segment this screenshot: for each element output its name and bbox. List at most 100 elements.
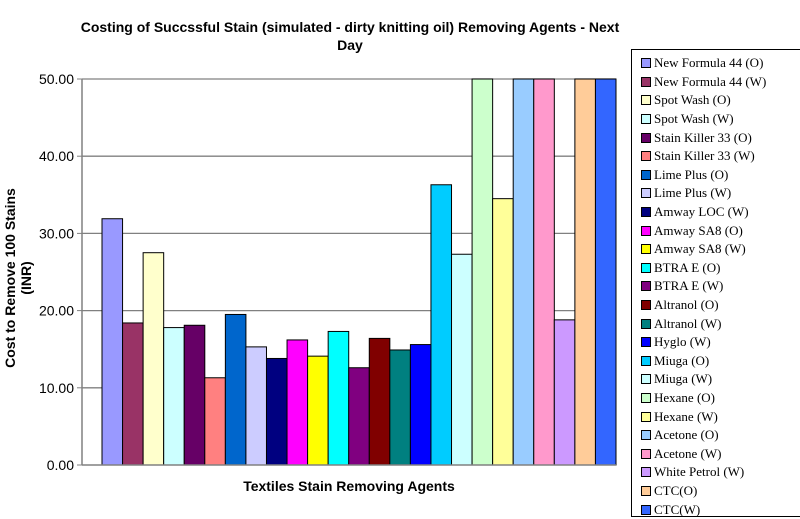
plot-area: 0.00 10.00 20.00 30.00 40.00 50.00 xyxy=(39,71,617,473)
bar xyxy=(533,78,555,466)
y-tick-label: 20.00 xyxy=(39,303,74,319)
legend-item: New Formula 44 (W) xyxy=(641,73,800,92)
bar xyxy=(594,78,617,466)
legend-item: Hyglo (W) xyxy=(641,333,800,352)
legend-label: Acetone (O) xyxy=(654,427,719,443)
legend-item: Spot Wash (W) xyxy=(641,110,800,129)
legend-swatch xyxy=(641,151,651,162)
legend-label: Amway SA8 (W) xyxy=(654,241,746,257)
bar xyxy=(101,218,124,466)
bar xyxy=(224,313,247,466)
legend-swatch xyxy=(641,300,651,311)
x-axis-label: Textiles Stain Removing Agents xyxy=(243,478,455,494)
legend-item: White Petrol (W) xyxy=(641,463,800,482)
legend-label: Altranol (W) xyxy=(654,315,722,331)
bar xyxy=(286,339,309,466)
bar xyxy=(492,198,514,466)
bar xyxy=(409,344,432,466)
bar xyxy=(471,78,494,466)
bar xyxy=(163,327,185,466)
legend-swatch xyxy=(641,392,651,403)
legend-item: BTRA E (W) xyxy=(641,277,800,296)
legend-swatch xyxy=(641,411,651,422)
bar xyxy=(245,346,267,466)
legend-item: Acetone (W) xyxy=(641,444,800,463)
y-tick-label: 10.00 xyxy=(39,380,74,396)
y-tick-label: 30.00 xyxy=(39,225,74,241)
legend-item: CTC(O) xyxy=(641,482,800,501)
legend-swatch xyxy=(641,244,651,255)
legend-label: Lime Plus (W) xyxy=(654,185,732,201)
bar xyxy=(348,367,370,466)
legend-swatch xyxy=(641,58,651,69)
legend-item: Altranol (O) xyxy=(641,296,800,315)
legend-swatch xyxy=(641,95,651,106)
y-tick-label: 50.00 xyxy=(39,71,74,87)
chart-title: Costing of Succssful Stain (simulated - … xyxy=(80,19,620,53)
legend-swatch xyxy=(641,374,651,385)
bar xyxy=(368,337,391,466)
legend-swatch xyxy=(641,467,651,478)
legend-label: Spot Wash (W) xyxy=(654,111,734,127)
legend-item: Stain Killer 33 (W) xyxy=(641,147,800,166)
legend-item: Amway SA8 (W) xyxy=(641,240,800,259)
legend-item: Acetone (O) xyxy=(641,426,800,445)
y-tick-label: 40.00 xyxy=(39,148,74,164)
bar xyxy=(451,253,473,466)
legend-swatch xyxy=(641,132,651,143)
legend-label: BTRA E (W) xyxy=(654,278,724,294)
legend-swatch xyxy=(641,430,651,441)
legend-swatch xyxy=(641,207,651,218)
legend-swatch xyxy=(641,504,651,515)
legend-label: Miuga (W) xyxy=(654,371,713,387)
legend-swatch xyxy=(641,114,651,125)
legend-label: New Formula 44 (W) xyxy=(654,73,767,89)
legend-swatch xyxy=(641,76,651,87)
legend-label: New Formula 44 (O) xyxy=(654,55,764,71)
legend-swatch xyxy=(641,318,651,329)
legend-item: Amway LOC (W) xyxy=(641,203,800,222)
legend-label: Hexane (O) xyxy=(654,389,715,405)
legend-label: Hyglo (W) xyxy=(654,334,711,350)
legend-item: Spot Wash (O) xyxy=(641,91,800,110)
bar xyxy=(183,324,206,466)
legend-item: Hexane (O) xyxy=(641,389,800,408)
bar xyxy=(430,184,453,466)
legend-item: Miuga (W) xyxy=(641,370,800,389)
bar xyxy=(327,330,350,466)
legend-label: Stain Killer 33 (O) xyxy=(654,129,752,145)
legend-swatch xyxy=(641,281,651,292)
legend-item: Hexane (W) xyxy=(641,407,800,426)
bar xyxy=(553,319,576,466)
legend: New Formula 44 (O) New Formula 44 (W) Spot… xyxy=(631,49,800,517)
legend-swatch xyxy=(641,188,651,199)
legend-label: Altranol (O) xyxy=(654,297,719,313)
bar xyxy=(307,355,329,466)
bar xyxy=(574,78,596,466)
legend-item: New Formula 44 (O) xyxy=(641,54,800,73)
legend-label: Stain Killer 33 (W) xyxy=(654,148,755,164)
legend-swatch xyxy=(641,485,651,496)
legend-swatch xyxy=(641,448,651,459)
legend-label: Amway SA8 (O) xyxy=(654,222,743,238)
y-tick-label: 0.00 xyxy=(47,457,74,473)
legend-item: Lime Plus (W) xyxy=(641,184,800,203)
legend-label: White Petrol (W) xyxy=(654,464,745,480)
legend-swatch xyxy=(641,355,651,366)
bar xyxy=(122,322,144,466)
legend-swatch xyxy=(641,169,651,180)
bar xyxy=(512,78,535,466)
legend-label: Acetone (W) xyxy=(654,445,722,461)
bar xyxy=(265,357,288,466)
legend-label: Miuga (O) xyxy=(654,352,710,368)
legend-label: Spot Wash (O) xyxy=(654,92,731,108)
legend-item: Altranol (W) xyxy=(641,314,800,333)
legend-item: Miuga (O) xyxy=(641,352,800,371)
legend-item: Stain Killer 33 (O) xyxy=(641,128,800,147)
legend-swatch xyxy=(641,225,651,236)
bar xyxy=(142,252,165,466)
legend-label: CTC(O) xyxy=(654,482,698,498)
legend-swatch xyxy=(641,262,651,273)
bar xyxy=(389,349,411,466)
